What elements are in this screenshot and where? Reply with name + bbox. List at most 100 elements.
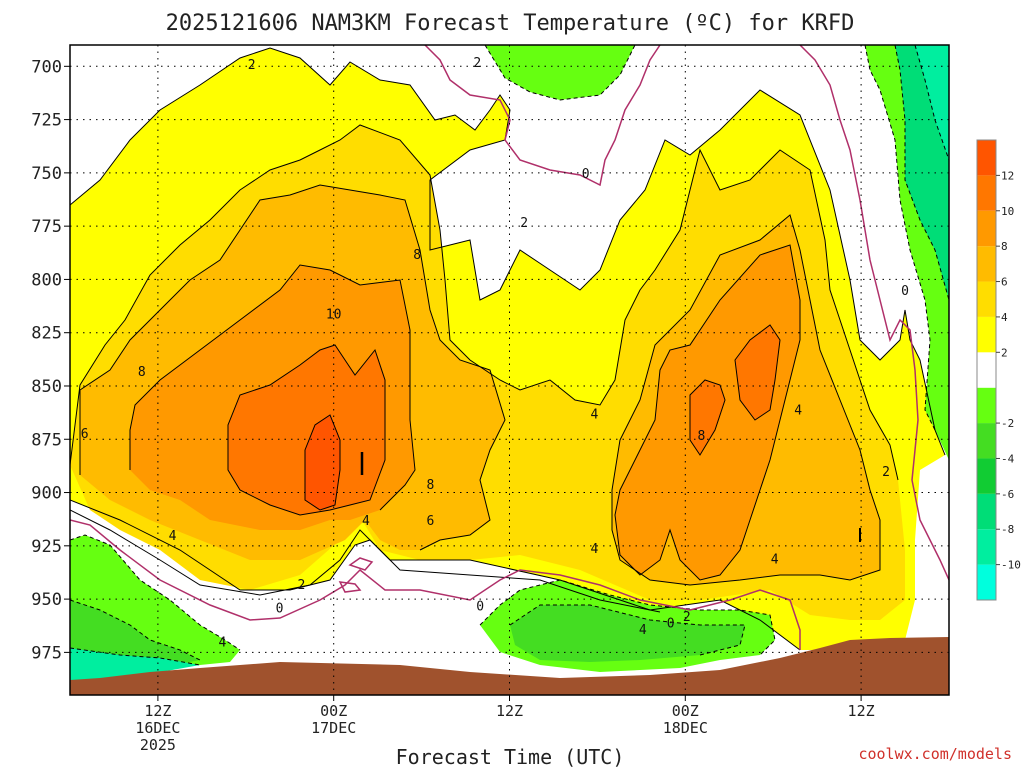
isotherm-line: [70, 124, 899, 481]
isotherm-line: [864, 45, 936, 431]
time-tick-label: 2025: [140, 736, 176, 754]
isotherm-line: [734, 324, 781, 421]
isotherm-line: [70, 47, 946, 456]
colorbar-tick-label: -6: [1001, 488, 1014, 501]
contour-label: 2: [473, 56, 481, 71]
contour-label: 0: [901, 284, 909, 299]
contour-label: 4: [218, 636, 226, 651]
colorbar-swatch: [977, 246, 996, 282]
isotherm-line: [70, 599, 201, 661]
time-tick-label: 12Z: [144, 702, 171, 720]
isotherm-line: [894, 45, 949, 301]
contour-label: 4: [771, 553, 779, 568]
colorbar-tick-label: -10: [1001, 559, 1021, 572]
pressure-tick-label: 775: [31, 217, 62, 237]
time-tick-label: 00Z: [672, 702, 699, 720]
freezing-line: [70, 519, 801, 650]
isotherm-line: [689, 379, 726, 456]
contour-label: 6: [81, 427, 89, 442]
freezing-line: [424, 45, 661, 187]
colorbar-swatch: [977, 281, 996, 317]
colorbar-tick-label: -2: [1001, 417, 1014, 430]
pressure-tick-label: 825: [31, 324, 62, 344]
contour-label: 2: [248, 58, 256, 73]
pressure-tick-label: 725: [31, 111, 62, 131]
freezing-line: [348, 557, 374, 571]
colorbar-swatch: [977, 529, 996, 565]
contour-label: 4: [362, 514, 370, 529]
isotherm-line: [70, 509, 661, 613]
freezing-line: [338, 581, 362, 593]
colorbar-swatch: [977, 493, 996, 530]
colorbar-swatch: [977, 458, 996, 494]
contour-label: 8: [426, 478, 434, 493]
time-tick-label: 16DEC: [135, 719, 180, 737]
pressure-tick-label: 850: [31, 377, 62, 397]
isotherm-line: [509, 604, 746, 656]
chart-title: 2025121606 NAM3KM Forecast Temperature (…: [166, 11, 855, 36]
contour-label: 8: [698, 429, 706, 444]
temperature-colorbar: -10 -8 -6 -4 -2 2 4 6 8 10 12: [976, 139, 1021, 601]
isotherm-line: [914, 45, 949, 161]
contour-label: 0: [667, 617, 675, 632]
contour-label: 4: [591, 542, 599, 557]
colorbar-tick-label: 2: [1001, 346, 1008, 359]
terrain-ground: [70, 637, 949, 695]
credit-text: coolwx.com/models: [858, 745, 1012, 763]
contour-label: 8: [413, 248, 421, 263]
colorbar-swatch: [977, 352, 996, 388]
time-tick-label: 18DEC: [663, 719, 708, 737]
time-gridlines: [157, 45, 862, 695]
isotherm-line: [227, 344, 386, 516]
contour-label: 10: [326, 308, 342, 323]
isotherm-line: [70, 534, 241, 651]
isotherm-contours: [70, 45, 949, 666]
pressure-tick-label: 750: [31, 164, 62, 184]
colorbar-swatch: [977, 564, 996, 600]
contour-label: 2: [882, 465, 890, 480]
contour-label: 2: [683, 610, 691, 625]
temperature-fill-field: [70, 45, 949, 695]
colorbar-tick-label: 12: [1001, 169, 1014, 182]
colorbar-tick-label: 8: [1001, 240, 1008, 253]
colorbar-tick-label: -8: [1001, 523, 1014, 536]
x-axis-label: Forecast Time (UTC): [396, 745, 625, 768]
colorbar-swatch: [977, 175, 996, 211]
freezing-line: [799, 45, 949, 581]
band-10-to-12: [305, 415, 340, 510]
colorbar-tick-label: 4: [1001, 311, 1008, 324]
band-neg2-to-neg4-topright: [485, 45, 635, 100]
time-tick-label: 12Z: [496, 702, 523, 720]
band-neg4-to-neg6-mid: [510, 605, 745, 662]
band-8-to-10: [228, 325, 780, 515]
pressure-tick-label: 950: [31, 590, 62, 610]
isotherm-line: [479, 579, 776, 656]
contour-label: 0: [476, 599, 484, 614]
colorbar-swatch: [977, 387, 996, 424]
colorbar-swatch: [977, 140, 996, 176]
contour-label: 4: [794, 403, 802, 418]
pressure-tick-label: 800: [31, 270, 62, 290]
isotherm-line: [614, 244, 801, 581]
contour-label: 4: [639, 623, 647, 638]
isotherm-line: [484, 45, 636, 101]
isotherm-line: [304, 414, 341, 511]
colorbar-swatch: [977, 316, 996, 353]
band-neg6-to-neg8-left: [70, 648, 200, 682]
contour-label: 2: [298, 578, 306, 593]
colorbar-tick-label: 10: [1001, 205, 1014, 218]
colorbar-swatch: [977, 423, 996, 459]
isotherm-line: [129, 264, 416, 511]
time-tick-label: 00Z: [320, 702, 347, 720]
isotherm-line: [611, 214, 881, 586]
colorbar-swatch: [977, 210, 996, 247]
isotherm-line: [70, 647, 201, 666]
isotherm-line: [79, 184, 506, 551]
pressure-tick-label: 975: [31, 643, 62, 663]
pressure-tick-label: 925: [31, 537, 62, 557]
contour-label: 0: [582, 167, 590, 182]
contour-label: 4: [591, 408, 599, 423]
